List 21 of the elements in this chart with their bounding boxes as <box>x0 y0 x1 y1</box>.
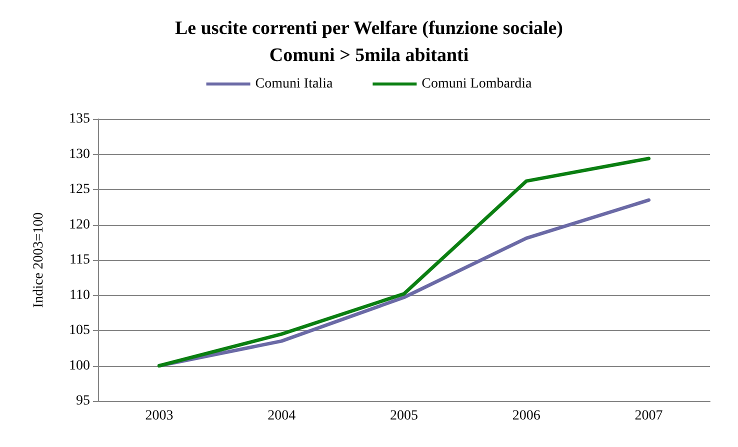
y-tick-label: 105 <box>69 323 90 338</box>
legend-label: Comuni Italia <box>255 76 334 92</box>
y-tick-label: 100 <box>69 358 90 374</box>
x-tick-label: 2003 <box>145 408 174 424</box>
legend-label: Comuni Lombardia <box>422 76 532 92</box>
x-tick-label: 2005 <box>390 408 418 424</box>
line-series <box>157 156 651 368</box>
line-series <box>157 198 651 368</box>
x-tick-label: 2004 <box>268 408 296 424</box>
y-tick-label: 110 <box>70 288 90 303</box>
chart-title: Le uscite correnti per Welfare (funzione sociale) <box>174 18 564 39</box>
x-tick-label: 2006 <box>512 408 540 424</box>
y-tick-label: 135 <box>69 112 90 126</box>
x-tick-label: 2007 <box>634 408 663 424</box>
y-tick-label: 95 <box>76 394 90 408</box>
y-tick-label: 115 <box>70 252 90 268</box>
y-tick-label: 120 <box>69 217 90 232</box>
y-axis-title: Indice 2003=100 <box>32 212 46 308</box>
y-tick-label: 125 <box>69 182 90 197</box>
chart-subtitle: Comuni > 5mila abitanti <box>269 45 469 66</box>
y-tick-label: 130 <box>69 146 90 162</box>
